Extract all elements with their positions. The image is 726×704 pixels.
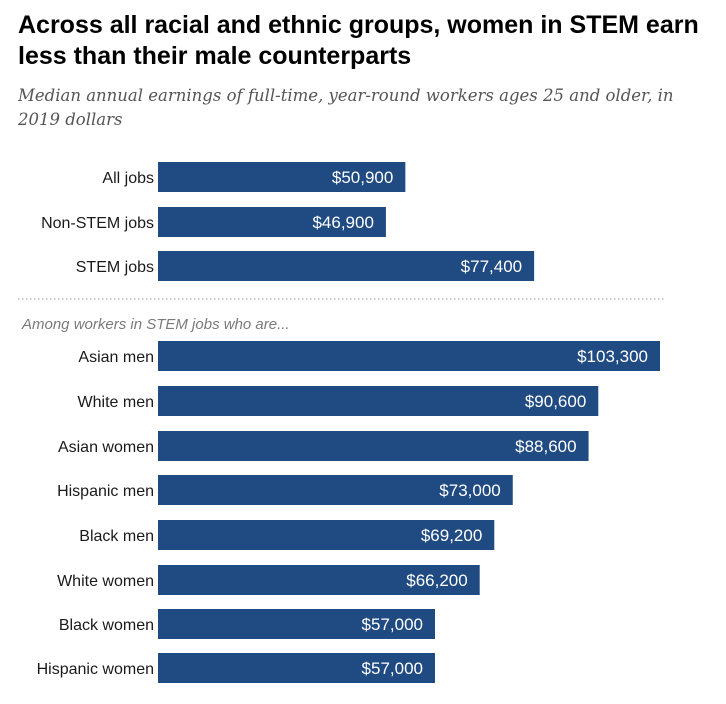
category-label: Black women	[59, 617, 154, 634]
bar-asian-men	[158, 341, 660, 371]
category-label: Asian men	[78, 349, 154, 366]
category-label: Black men	[79, 528, 154, 545]
value-label: $46,900	[312, 213, 373, 232]
category-label: Hispanic men	[57, 483, 154, 500]
chart-title: Across all racial and ethnic groups, wom…	[18, 11, 699, 70]
value-label: $103,300	[577, 347, 648, 366]
bar-stem-jobs	[158, 251, 535, 281]
bar-hispanic-women	[158, 653, 435, 683]
category-label: White men	[78, 394, 154, 411]
bar-all-jobs	[158, 162, 406, 192]
value-label: $73,000	[439, 481, 500, 500]
category-label: Asian women	[58, 439, 154, 456]
category-label: Hispanic women	[37, 661, 154, 678]
bar-black-women	[158, 609, 435, 639]
value-label: $50,900	[332, 168, 393, 187]
bar-white-men	[158, 386, 599, 416]
value-label: $77,400	[461, 257, 522, 276]
bar-black-men	[158, 520, 495, 550]
bar-non-stem-jobs	[158, 207, 386, 237]
category-label: White women	[57, 573, 154, 590]
category-label: Non-STEM jobs	[41, 215, 154, 232]
chart-subtitle: Median annual earnings of full-time, yea…	[18, 86, 674, 129]
bar-white-women	[158, 565, 480, 595]
category-label: STEM jobs	[76, 259, 154, 276]
bar-asian-women	[158, 431, 589, 461]
value-label: $90,600	[525, 392, 586, 411]
value-label: $66,200	[406, 571, 467, 590]
bar-hispanic-men	[158, 475, 513, 505]
value-label: $57,000	[362, 615, 423, 634]
value-label: $57,000	[362, 659, 423, 678]
category-label: All jobs	[102, 170, 154, 187]
group-label: Among workers in STEM jobs who are...	[21, 316, 290, 333]
value-label: $88,600	[515, 437, 576, 456]
value-label: $69,200	[421, 526, 482, 545]
